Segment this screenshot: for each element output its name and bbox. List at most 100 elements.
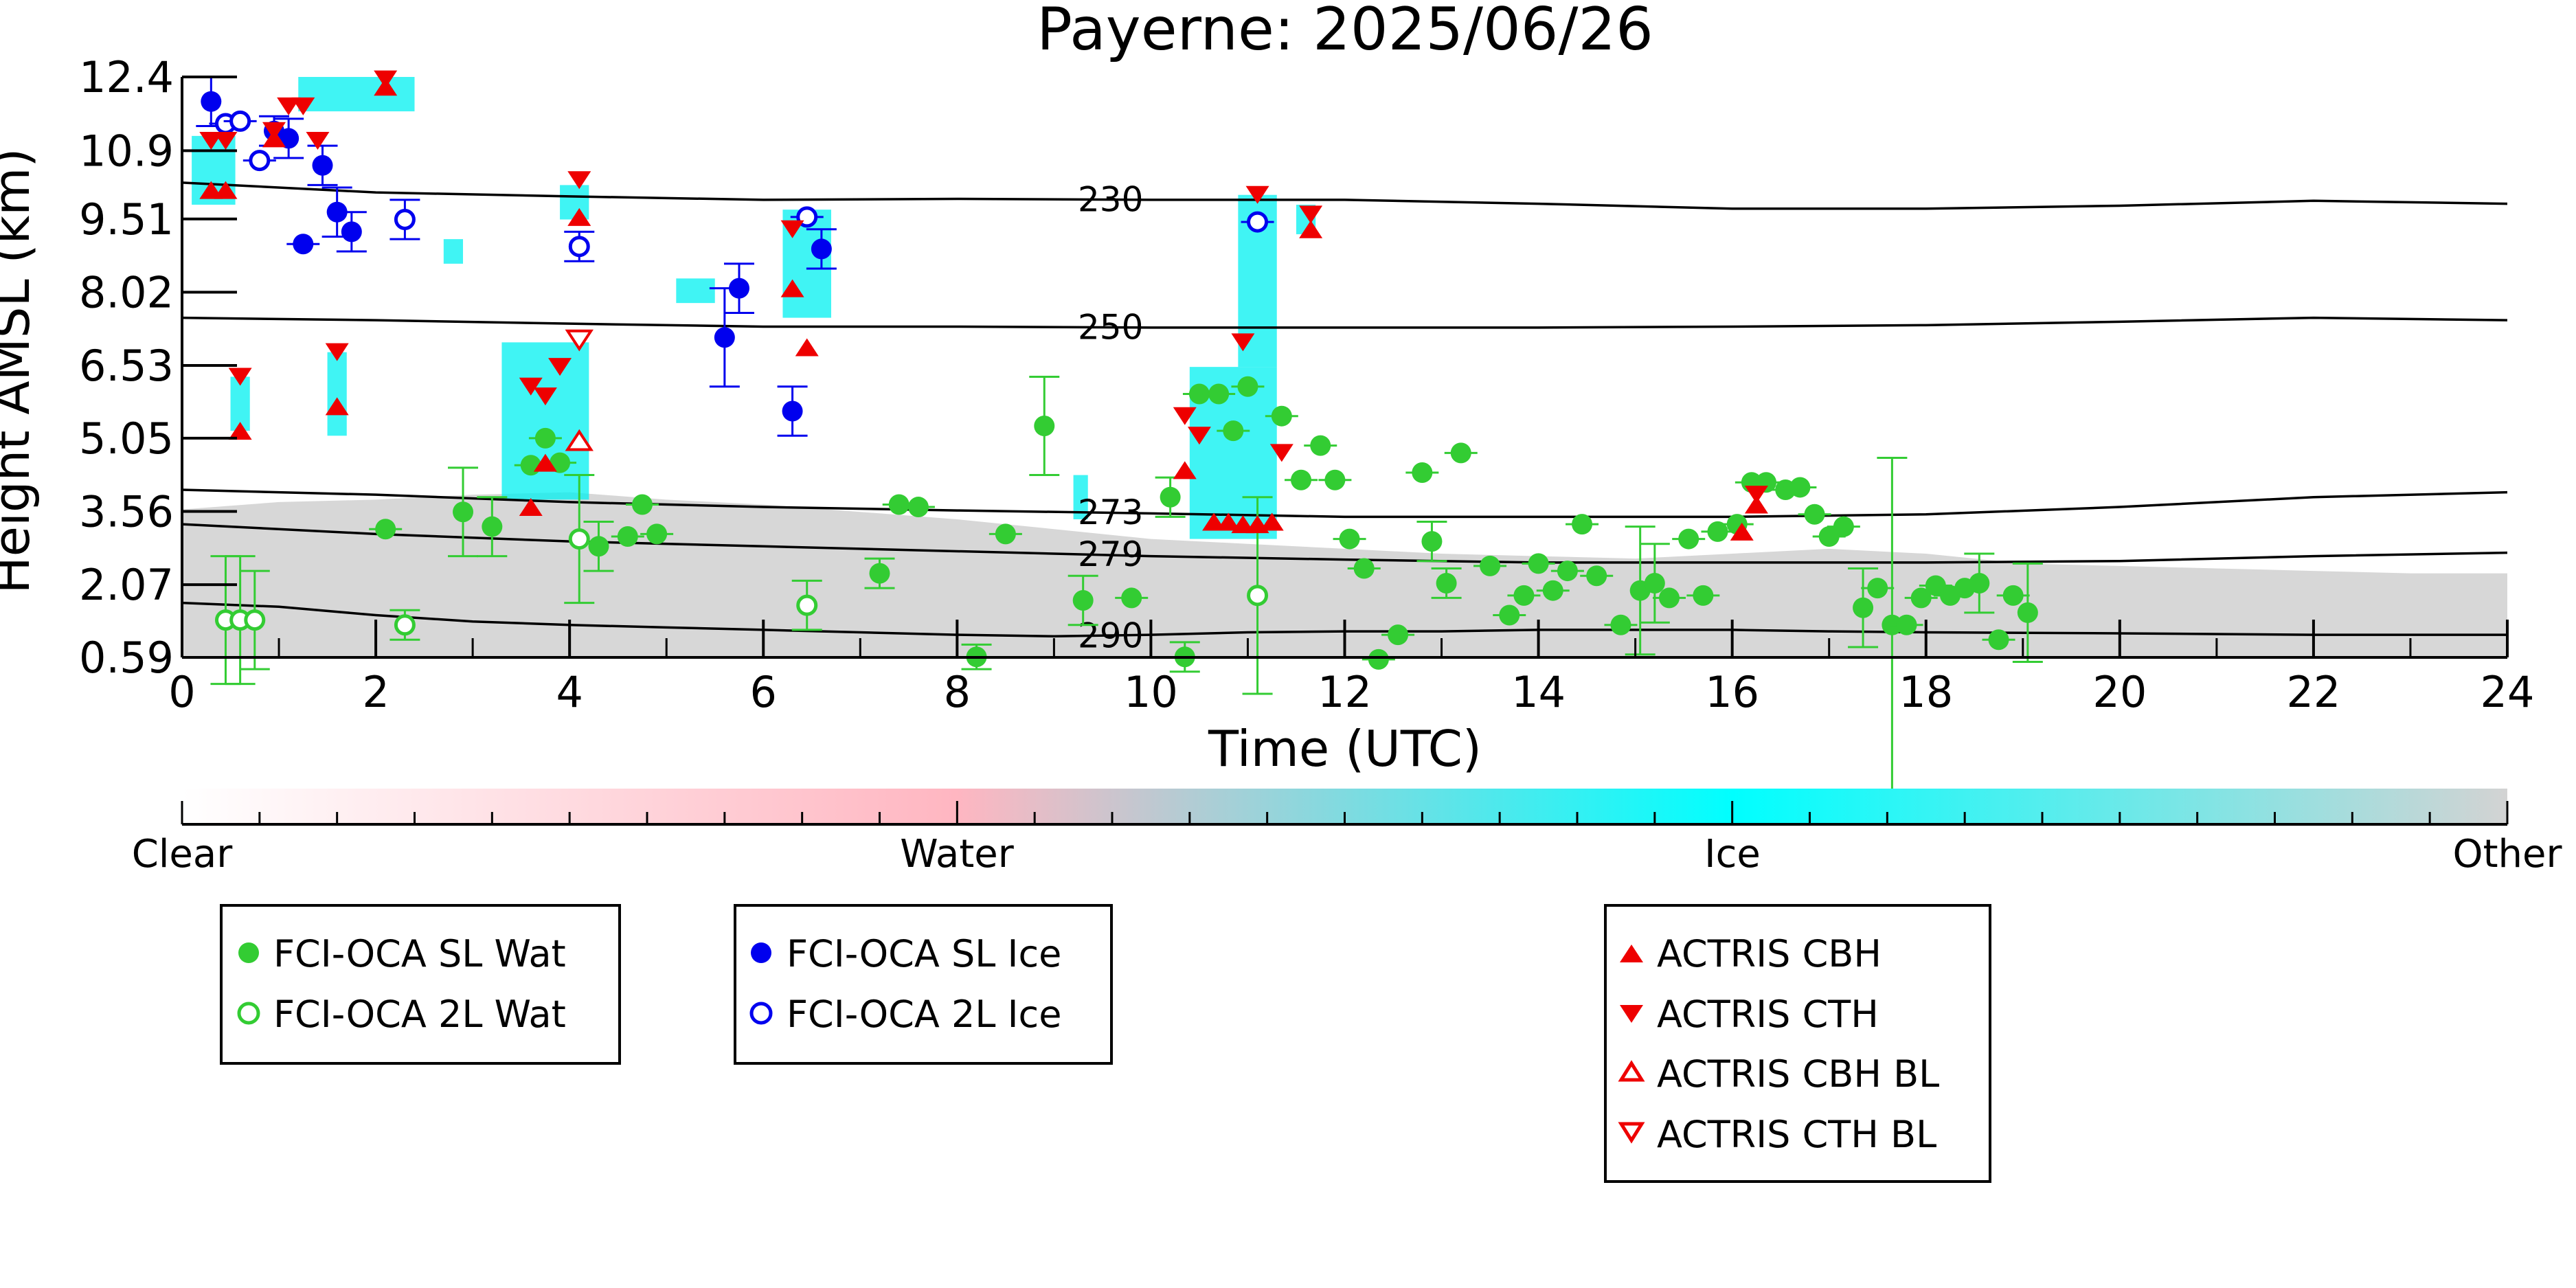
fci-oca-sl-wat-point-1: [448, 466, 479, 558]
fci-oca-sl-wat-point-28: [1333, 528, 1366, 550]
actris-cbh-point-7: [533, 453, 557, 472]
fci-oca-sl-ice-point-8: [723, 262, 754, 314]
legend-label-sl-ice: FCI-OCA SL Ice: [787, 932, 1061, 975]
fci-oca-sl-wat-point-69: [1996, 585, 2030, 606]
actris-cbh-point-9: [780, 279, 804, 297]
actris-cbh-point-1: [214, 181, 238, 199]
fci-oca-sl-wat-point-40: [1536, 580, 1570, 601]
fci-oca-sl-wat-point-27: [1318, 469, 1352, 490]
actris-cth-point-12: [567, 171, 591, 190]
legend-marker-2l-wat: [237, 1002, 260, 1025]
ice-region-4: [443, 239, 464, 264]
y-tick-label-5: 8.02: [79, 267, 174, 317]
other-class-region: [182, 492, 2507, 657]
ice-region-3: [327, 352, 347, 436]
legend-label-2l-ice: FCI-OCA 2L Ice: [787, 993, 1061, 1036]
fci-oca-sl-ice-point-6: [336, 211, 367, 253]
fci-oca-sl-wat-point-18: [1155, 476, 1186, 518]
fci-oca-2l-ice-point-4: [564, 230, 595, 262]
actris-cth-point-18: [1269, 444, 1293, 462]
fci-oca-sl-wat-point-67: [1964, 552, 1995, 614]
y-tick-label-7: 10.9: [79, 126, 174, 176]
actris-cbh-point-8: [567, 207, 591, 226]
fci-oca-sl-wat-point-9: [640, 523, 674, 545]
x-tick-label-1: 2: [362, 667, 389, 717]
fci-oca-sl-wat-point-58: [1827, 516, 1860, 537]
y-tick-label-2: 3.56: [79, 486, 174, 536]
fci-oca-sl-wat-point-37: [1493, 605, 1526, 626]
x-tick-label-11: 22: [2286, 667, 2340, 717]
contour-250: [182, 316, 2507, 329]
ice-region-7: [676, 278, 715, 304]
actris-cth-point-20: [1744, 486, 1768, 504]
fci-oca-sl-ice-point-9: [777, 385, 808, 437]
fci-oca-sl-wat-point-47: [1652, 587, 1686, 609]
fci-oca-sl-wat-point-34: [1431, 567, 1462, 599]
contour-230: [182, 181, 2507, 210]
contour-label-250: 250: [1078, 307, 1143, 347]
legend-marker-cbh: [1620, 945, 1643, 962]
actris-cbh-point-19: [1744, 495, 1768, 514]
actris-cth-point-5: [306, 132, 330, 150]
fci-oca-sl-wat-point-12: [901, 497, 935, 518]
fci-oca-sl-wat-point-22: [1217, 420, 1250, 442]
actris-cbh-point-6: [519, 498, 543, 517]
x-tick-label-0: 0: [168, 667, 195, 717]
fci-oca-sl-wat-point-60: [1861, 578, 1895, 599]
colorbar-label-clear: Clear: [132, 832, 233, 877]
fci-oca-sl-wat-point-16: [1067, 574, 1098, 626]
plot-area: [182, 77, 2507, 657]
fci-oca-sl-wat-point-29: [1347, 558, 1381, 579]
fci-oca-sl-wat-point-59: [1848, 567, 1879, 648]
fci-oca-sl-wat-point-35: [1444, 442, 1478, 464]
actris-cbh-point-16: [1260, 512, 1284, 531]
ice-region-9: [1073, 475, 1088, 519]
legend-marker-sl-wat: [238, 942, 259, 963]
fci-oca-2l-wat-point-2: [239, 569, 270, 670]
actris-cth-point-13: [780, 220, 804, 238]
ice-region-6: [560, 185, 589, 220]
fci-oca-sl-wat-point-23: [1231, 376, 1265, 397]
axes: 0 2 4 6 8 10 12 14 16 18 20 22 240.592.073.565.056.5…: [79, 52, 2535, 717]
legend-marker-cbh-bl: [1618, 1060, 1645, 1082]
fci-oca-sl-wat-point-32: [1405, 462, 1439, 483]
legend-marker-cth-bl: [1618, 1122, 1645, 1144]
classification-colorbar: Clear Water Ice Other: [132, 789, 2562, 877]
fci-oca-sl-wat-point-31: [1381, 624, 1415, 646]
fci-oca-sl-wat-point-24: [1265, 405, 1298, 427]
fci-oca-sl-wat-point-25: [1285, 469, 1318, 490]
fci-oca-sl-wat-point-0: [369, 519, 403, 540]
fci-oca-sl-ice-point-2: [273, 117, 304, 159]
legend-water: FCI-OCA SL Wat FCI-OCA 2L Wat: [220, 904, 621, 1065]
fci-oca-sl-wat-point-8: [625, 494, 659, 515]
fci-oca-sl-wat-point-57: [1812, 526, 1846, 547]
x-tick-label-4: 8: [944, 667, 971, 717]
actris-cth-point-11: [548, 358, 572, 376]
fci-oca-sl-wat-point-62: [1890, 614, 1923, 635]
y-tick-label-1: 2.07: [79, 560, 174, 610]
fci-oca-sl-wat-point-10: [864, 557, 895, 589]
actris-cth-bl-point-0: [565, 329, 594, 352]
fci-oca-sl-wat-point-36: [1473, 555, 1507, 576]
fci-oca-sl-wat-point-68: [1982, 629, 2015, 651]
fci-oca-sl-wat-point-46: [1639, 543, 1670, 624]
x-axis-label: Time (UTC): [1208, 720, 1482, 778]
fci-oca-sl-wat-point-21: [1202, 383, 1236, 405]
x-tick-label-10: 20: [2092, 667, 2147, 717]
actris-cth-point-15: [1187, 427, 1211, 445]
legend-label-cth: ACTRIS CTH: [1657, 993, 1879, 1036]
fci-oca-sl-wat-point-64: [1919, 575, 1952, 596]
x-tick-label-9: 18: [1899, 667, 1953, 717]
fci-oca-2l-ice-point-2: [242, 150, 276, 172]
x-tick-label-7: 14: [1511, 667, 1566, 717]
fci-oca-sl-wat-point-30: [1362, 648, 1395, 670]
fci-oca-sl-wat-point-4: [528, 427, 562, 449]
actris-cbh-point-17: [1299, 220, 1323, 238]
actris-cth-point-19: [1299, 205, 1323, 224]
actris-cbh-point-18: [1730, 522, 1754, 541]
fci-oca-sl-ice-point-7: [709, 287, 740, 388]
actris-cth-point-10: [533, 387, 557, 406]
fci-oca-sl-wat-point-56: [1798, 504, 1831, 525]
